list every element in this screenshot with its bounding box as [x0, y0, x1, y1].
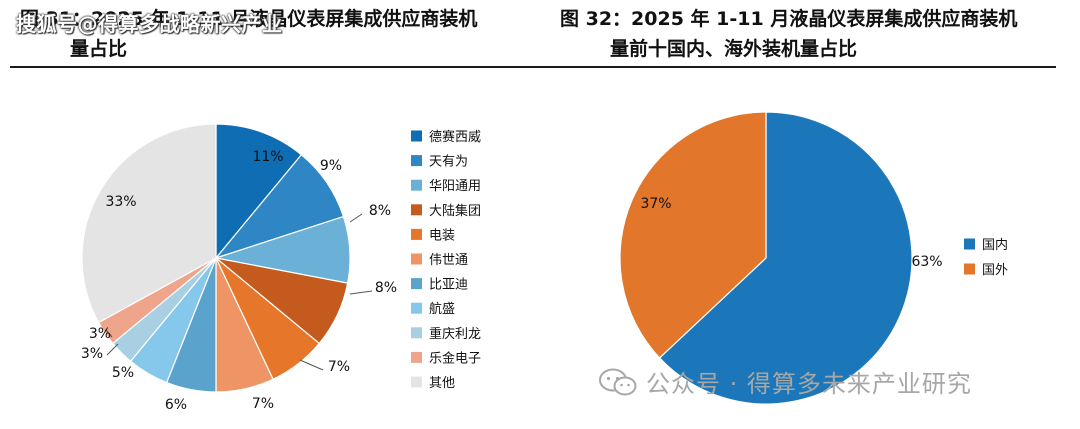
pie1-legend-swatch-3 [411, 204, 422, 216]
pie1-data-label-1: 9% [320, 158, 342, 174]
pie2-data-label-1: 37% [640, 196, 671, 212]
pie1-slice-0 [215, 123, 303, 260]
pie2-data-label-0: 63% [911, 254, 942, 270]
pie1-data-label-7: 5% [112, 365, 134, 381]
pie1-leader-8 [106, 343, 119, 356]
pie1-legend-swatch-6 [411, 278, 422, 290]
pie2-legend-swatch-1 [964, 263, 975, 275]
left-title-line1: 图 31：2025 年 1-11 月液晶仪表屏集成供应商装机 [20, 8, 478, 30]
pie1-leader-4 [299, 359, 324, 371]
pie1-leader-2 [349, 213, 363, 223]
pie1-legend-label-0: 德赛西威 [429, 129, 481, 145]
pie1-legend-swatch-9 [411, 351, 422, 363]
pie1-legend-label-7: 航盛 [429, 301, 455, 317]
watermark-bottom-right-text: 公众号 · 得算多未来产业研究 [646, 370, 972, 398]
pie1-data-label-0: 11% [252, 149, 283, 165]
pie1-data-label-3: 8% [375, 280, 397, 296]
pie1-legend-label-3: 大陆集团 [429, 203, 481, 219]
pie1-legend-label-2: 华阳通用 [429, 179, 481, 194]
pie1-slice-10 [81, 123, 217, 324]
pie2-slice-0 [658, 111, 913, 405]
left-chart-title: 图 31：2025 年 1-11 月液晶仪表屏集成供应商装机 量占比 [20, 4, 520, 64]
pie1-legend-swatch-0 [411, 130, 422, 142]
pie1-legend-label-4: 电装 [429, 228, 455, 243]
pie2-legend-label-0: 国内 [982, 237, 1008, 253]
right-title-line2: 量前十国内、海外装机量占比 [610, 38, 858, 60]
pie1-data-label-9: 3% [89, 326, 111, 342]
pie1-leader-3 [349, 290, 373, 295]
pie1-data-label-2: 8% [369, 203, 391, 219]
watermark-top-left: 搜狐号@得算多战略新兴产业 [16, 12, 283, 36]
left-title-line2: 量占比 [70, 38, 128, 60]
pie1-legend-label-1: 天有为 [429, 155, 468, 170]
pie1-legend-label-9: 乐金电子 [429, 350, 481, 366]
title-divider [10, 66, 1056, 68]
pie1-data-label-6: 6% [165, 397, 187, 413]
pie1-data-label-4: 7% [328, 359, 350, 375]
pie1-legend-swatch-5 [411, 253, 422, 265]
pie1-data-label-8: 3% [81, 346, 103, 362]
pie1-legend-swatch-10 [411, 376, 422, 388]
pie1-legend-swatch-4 [411, 228, 422, 240]
pie1-leader-9 [105, 329, 113, 338]
wechat-icon [599, 368, 637, 395]
pie2-slice-1 [619, 111, 767, 359]
watermark-bottom-right: 公众号 · 得算多未来产业研究 [598, 364, 972, 399]
pie2-legend-swatch-0 [964, 238, 975, 250]
pie1-legend-swatch-2 [411, 179, 422, 191]
pie1-data-label-10: 33% [105, 194, 136, 210]
pie1-legend-label-10: 其他 [429, 376, 455, 391]
pie1-legend-swatch-7 [411, 302, 422, 314]
right-chart-title: 图 32：2025 年 1-11 月液晶仪表屏集成供应商装机 量前十国内、海外装… [560, 4, 1060, 64]
pie1-legend-swatch-1 [411, 155, 422, 167]
pie1-data-label-5: 7% [252, 396, 274, 412]
pie2-legend-label-1: 国外 [982, 263, 1008, 278]
pie1-legend-label-6: 比亚迪 [429, 278, 468, 293]
right-title-line1: 图 32：2025 年 1-11 月液晶仪表屏集成供应商装机 [560, 8, 1018, 30]
pie1-legend-label-5: 伟世通 [429, 253, 468, 268]
pie1-legend-swatch-8 [411, 327, 422, 339]
pie1-legend-label-8: 重庆利龙 [429, 326, 481, 342]
